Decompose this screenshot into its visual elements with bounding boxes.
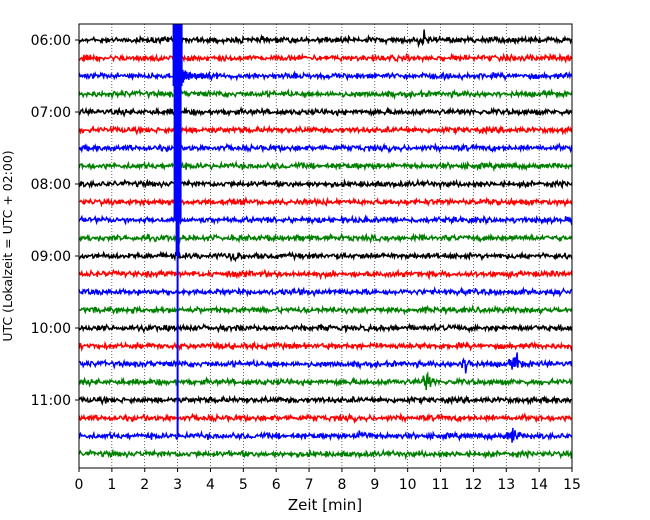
y-tick-label: 11:00 <box>31 393 71 409</box>
x-tick-label: 0 <box>75 477 84 493</box>
x-tick-label: 1 <box>107 477 116 493</box>
trace-row-15 <box>78 303 573 316</box>
trace-row-22 <box>78 427 573 443</box>
event-column-middle <box>175 220 180 256</box>
trace-row-13 <box>78 268 573 281</box>
trace-row-9 <box>78 195 573 208</box>
x-tick-label: 7 <box>305 477 314 493</box>
trace-row-18 <box>78 352 573 374</box>
trace-row-0 <box>78 29 573 49</box>
trace-row-23 <box>78 448 573 461</box>
x-tick-label: 15 <box>563 477 581 493</box>
trace-row-7 <box>78 159 573 173</box>
seismic-traces <box>78 29 573 461</box>
event-column-upper <box>173 76 182 220</box>
trace-row-8 <box>78 178 573 191</box>
y-tick-label: 09:00 <box>31 249 71 265</box>
x-tick-label: 12 <box>464 477 482 493</box>
trace-row-12 <box>78 250 573 263</box>
trace-row-17 <box>78 340 573 353</box>
y-tick-label: 07:00 <box>31 105 71 121</box>
x-axis-ticks: 0 1 2 3 4 5 6 7 8 9 10 11 12 13 14 15 <box>75 468 581 493</box>
y-tick-label: 08:00 <box>31 177 71 193</box>
trace-row-11 <box>78 232 573 245</box>
x-tick-label: 11 <box>432 477 450 493</box>
trace-row-16 <box>78 322 573 334</box>
y-axis-label: UTC (Lokalzeit = UTC + 02:00) <box>0 150 15 341</box>
event-coda <box>176 63 210 88</box>
x-tick-label: 9 <box>370 477 379 493</box>
plot-frame <box>78 23 573 469</box>
y-tick-label: 10:00 <box>31 321 71 337</box>
x-tick-label: 8 <box>337 477 346 493</box>
x-tick-label: 2 <box>140 477 149 493</box>
x-tick-label: 14 <box>530 477 548 493</box>
x-axis-label: Zeit [min] <box>288 496 362 514</box>
trace-row-2 <box>78 70 573 82</box>
trace-row-6 <box>78 142 573 155</box>
trace-row-5 <box>78 124 573 136</box>
trace-row-10 <box>78 214 573 226</box>
event-overlay <box>172 24 210 436</box>
trace-row-21 <box>78 412 573 425</box>
y-tick-label: 06:00 <box>31 33 71 49</box>
trace-row-1 <box>78 52 573 64</box>
x-tick-label: 13 <box>497 477 515 493</box>
y-axis-ticks: 06:00 07:00 08:00 09:00 10:00 11:00 <box>31 33 79 409</box>
trace-row-19 <box>78 371 573 391</box>
x-tick-label: 6 <box>272 477 281 493</box>
trace-row-20 <box>78 394 573 406</box>
x-tick-label: 3 <box>173 477 182 493</box>
x-tick-label: 5 <box>239 477 248 493</box>
trace-row-3 <box>78 88 573 101</box>
trace-row-14 <box>78 285 573 298</box>
x-tick-label: 10 <box>399 477 417 493</box>
x-tick-label: 4 <box>206 477 215 493</box>
event-saturated-band <box>172 24 183 86</box>
trace-row-4 <box>78 106 573 118</box>
